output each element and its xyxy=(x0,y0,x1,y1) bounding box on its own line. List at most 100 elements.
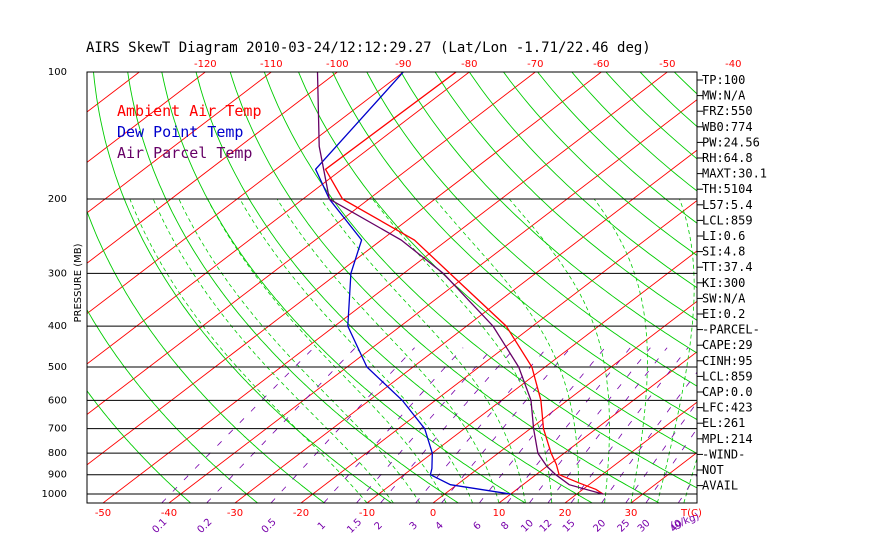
isotherm-line xyxy=(234,149,697,503)
moist-adiabat-line xyxy=(320,198,526,503)
top-temperature-tick-label: -100 xyxy=(326,59,349,70)
pressure-tick-label: 700 xyxy=(48,424,67,435)
moist-adiabat-line xyxy=(129,198,368,503)
bottom-temperature-tick-label: -20 xyxy=(293,508,309,519)
isotherm-line xyxy=(102,72,668,503)
mixing-ratio-tick-label: 15 xyxy=(561,518,578,535)
dry-adiabat-line xyxy=(743,72,870,503)
mixing-ratio-line xyxy=(415,347,548,503)
bottom-temperature-tick-label: -40 xyxy=(161,508,177,519)
dry-adiabat-line xyxy=(263,72,697,489)
mixing-ratio-line xyxy=(601,371,697,503)
sounding-index-label: AVAIL xyxy=(702,479,738,493)
moist-adiabat-line xyxy=(239,198,473,503)
legend-air-parcel-temp: Air Parcel Temp xyxy=(117,144,252,162)
sounding-index-label: CINH:95 xyxy=(702,354,753,368)
legend-ambient-air-temp: Ambient Air Temp xyxy=(117,102,262,120)
isotherm-line xyxy=(87,72,272,214)
dry-adiabat-line xyxy=(811,72,870,503)
mixing-ratio-tick-label: 30 xyxy=(636,518,653,535)
mixing-ratio-line xyxy=(547,347,668,503)
moist-adiabat-line xyxy=(207,198,447,503)
moist-adiabat-line xyxy=(152,198,394,503)
dry-adiabat-line xyxy=(87,308,258,503)
isotherm-line xyxy=(87,72,602,466)
mixing-ratio-tick-label: 8 xyxy=(499,520,511,532)
mixing-ratio-tick-label: 10 xyxy=(519,518,536,535)
bottom-temperature-unit: T(C) xyxy=(680,508,702,519)
sounding-index-label: -PARCEL- xyxy=(702,323,760,337)
dry-adiabat-line xyxy=(87,210,325,503)
sounding-index-label: LFC:423 xyxy=(702,401,753,415)
mixing-ratio-tick-label: 3 xyxy=(408,520,420,532)
plot-frame xyxy=(86,71,698,504)
mixing-ratio-line xyxy=(479,347,606,503)
series-line-dew-point-temp xyxy=(314,72,511,495)
mixing-ratio-tick-label: 1 xyxy=(316,520,328,532)
mixing-ratio-tick-label: 12 xyxy=(538,518,555,535)
chart-title: AIRS SkewT Diagram 2010-03-24/12:12:29.2… xyxy=(86,40,651,56)
top-temperature-tick-label: -90 xyxy=(395,59,411,70)
sounding-index-label: WB0:774 xyxy=(702,120,753,134)
sounding-index-label: TH:5104 xyxy=(702,182,753,196)
dry-adiabat-line xyxy=(298,72,697,455)
isotherm-line xyxy=(300,199,697,503)
dry-adiabat-line xyxy=(87,390,191,503)
sounding-index-label: MW:N/A xyxy=(702,89,746,103)
top-temperature-tick-label: -120 xyxy=(194,59,217,70)
sounding-index-label: LI:0.6 xyxy=(702,229,745,243)
pressure-tick-label: 1000 xyxy=(42,489,67,500)
mixing-ratio-tick-label: 25 xyxy=(616,518,633,535)
series-line-air-parcel-temp xyxy=(316,72,604,495)
mixing-ratio-line xyxy=(441,347,571,503)
sounding-index-label: MPL:214 xyxy=(702,432,753,446)
isotherm-line xyxy=(87,72,470,365)
top-temperature-tick-label: -60 xyxy=(593,59,609,70)
isotherm-line xyxy=(168,99,697,503)
mixing-ratio-line xyxy=(380,347,516,503)
sounding-index-label: CAP:0.0 xyxy=(702,385,753,399)
sounding-index-label: L57:5.4 xyxy=(702,198,753,212)
isotherm-line xyxy=(498,351,697,503)
dry-adiabat-line xyxy=(127,72,459,503)
dry-adiabat-line xyxy=(195,72,593,503)
sounding-index-label: PW:24.56 xyxy=(702,135,760,149)
mixing-ratio-tick-label: 6 xyxy=(471,520,483,532)
moist-adiabat-line xyxy=(178,198,421,503)
mixing-ratio-line xyxy=(570,347,689,503)
mixing-ratio-line xyxy=(529,347,651,503)
bottom-temperature-tick-label: 0 xyxy=(430,508,436,519)
dry-adiabat-line xyxy=(366,72,697,387)
isotherm-line xyxy=(0,72,7,503)
isotherm-line xyxy=(0,72,73,503)
moist-adiabat-line xyxy=(276,198,500,503)
sounding-index-label: NOT xyxy=(702,463,724,477)
mixing-ratio-tick-label: 4 xyxy=(434,520,446,532)
sounding-index-label: MAXT:30.1 xyxy=(702,167,767,181)
sounding-index-label: EL:261 xyxy=(702,416,745,430)
mixing-ratio-line xyxy=(161,347,315,503)
mixing-ratio-tick-label: 2 xyxy=(373,520,385,532)
top-temperature-tick-label: -80 xyxy=(461,59,477,70)
sounding-index-label: RH:64.8 xyxy=(702,151,753,165)
top-temperature-tick-label: -110 xyxy=(260,59,283,70)
dry-adiabat-line xyxy=(332,72,697,421)
isotherm-line xyxy=(87,72,404,315)
sounding-index-label: -WIND- xyxy=(702,447,745,461)
mixing-ratio-tick-label: 0.5 xyxy=(260,517,279,536)
y-axis-label: PRESSURE (MB) xyxy=(73,243,84,322)
sounding-index-label: TP:100 xyxy=(702,73,745,87)
dry-adiabat-line xyxy=(777,72,870,503)
isotherm-line xyxy=(87,72,338,264)
dry-adiabat-line xyxy=(845,72,870,503)
dry-adiabat-line xyxy=(434,72,697,321)
pressure-tick-label: 400 xyxy=(48,321,67,332)
mixing-ratio-tick-label: 1.5 xyxy=(345,517,364,536)
isotherm-line xyxy=(87,72,536,415)
bottom-temperature-tick-label: -50 xyxy=(95,508,111,519)
moist-adiabat-line xyxy=(372,198,553,503)
bottom-temperature-tick-label: 30 xyxy=(625,508,638,519)
moist-adiabat-line xyxy=(508,198,610,503)
top-temperature-tick-label: -50 xyxy=(659,59,675,70)
